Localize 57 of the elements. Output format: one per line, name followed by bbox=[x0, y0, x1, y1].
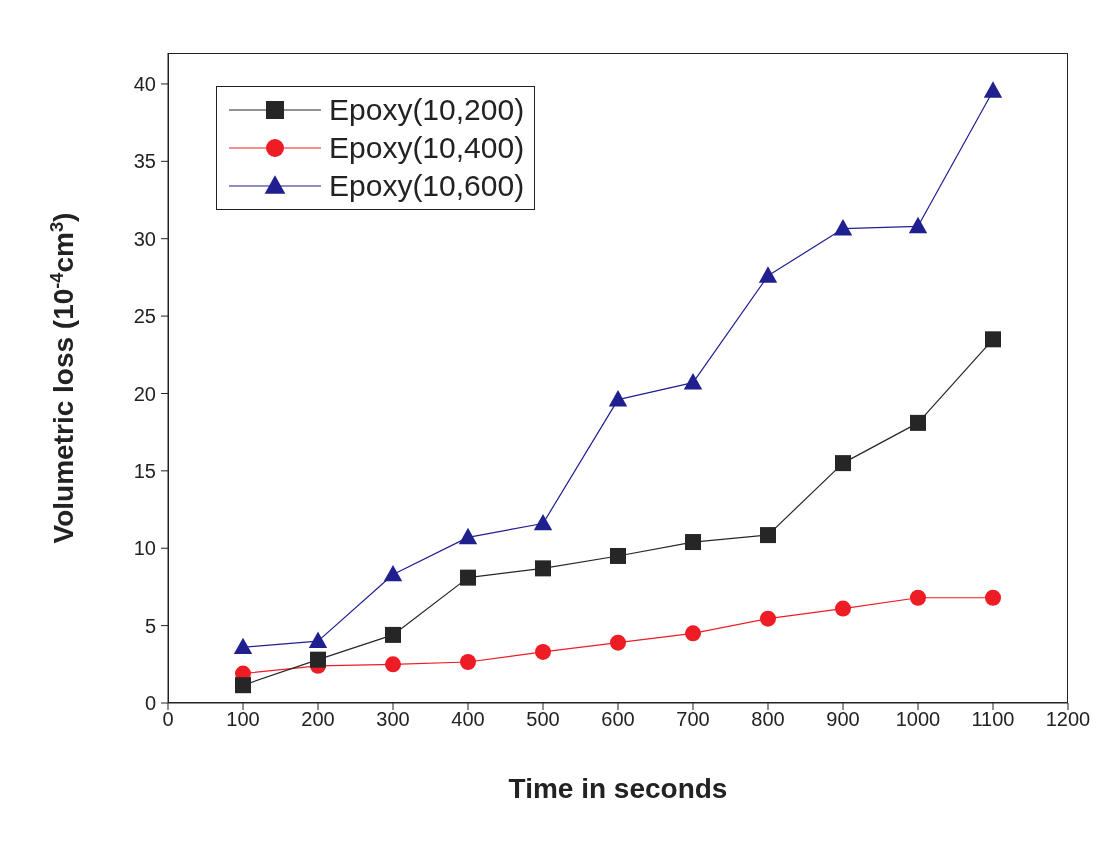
point bbox=[910, 414, 926, 431]
x-tick-label: 900 bbox=[826, 708, 860, 731]
x-tick-label: 600 bbox=[601, 708, 635, 731]
point bbox=[685, 534, 701, 551]
y-tick-label: 30 bbox=[133, 227, 156, 250]
point bbox=[308, 631, 328, 648]
y-tick-label: 15 bbox=[133, 459, 156, 482]
point bbox=[608, 390, 628, 407]
x-axis-title: Time in seconds bbox=[508, 773, 728, 804]
legend-label: Epoxy(10,400) bbox=[329, 130, 525, 166]
point bbox=[835, 455, 851, 472]
point bbox=[233, 637, 253, 655]
point bbox=[760, 610, 776, 627]
point bbox=[685, 625, 701, 642]
point bbox=[610, 547, 626, 564]
y-tick-label: 0 bbox=[144, 692, 156, 715]
point bbox=[535, 643, 551, 660]
y-tick-label: 20 bbox=[133, 382, 156, 405]
point bbox=[610, 634, 626, 651]
point bbox=[458, 527, 478, 545]
x-tick-label: 200 bbox=[301, 708, 335, 731]
legend-label: Epoxy(10,600) bbox=[329, 168, 525, 204]
x-tick-label: 300 bbox=[376, 708, 410, 731]
x-tick-label: 1100 bbox=[971, 708, 1015, 731]
legend-label: Epoxy(10,200) bbox=[329, 92, 525, 128]
y-tick-label: 25 bbox=[133, 305, 156, 328]
point bbox=[310, 651, 326, 668]
y-tick-label: 40 bbox=[133, 73, 156, 96]
point bbox=[533, 513, 553, 531]
point bbox=[985, 331, 1001, 348]
x-tick-label: 700 bbox=[676, 708, 710, 731]
point bbox=[535, 560, 551, 577]
point bbox=[760, 527, 776, 544]
y-tick-label: 10 bbox=[133, 537, 156, 560]
point bbox=[235, 677, 251, 694]
point bbox=[683, 373, 703, 390]
x-tick-label: 400 bbox=[451, 708, 485, 731]
point bbox=[983, 81, 1003, 98]
x-tick-label: 1000 bbox=[895, 708, 941, 731]
x-tick-label: 100 bbox=[226, 708, 260, 731]
point bbox=[460, 569, 476, 586]
point bbox=[385, 626, 401, 643]
point bbox=[835, 600, 851, 617]
x-tick-label: 500 bbox=[526, 708, 560, 731]
x-tick-label: 1200 bbox=[1045, 708, 1091, 731]
point bbox=[383, 564, 403, 582]
point bbox=[910, 589, 926, 606]
point bbox=[908, 216, 928, 234]
x-tick-label: 0 bbox=[162, 708, 174, 731]
point bbox=[833, 219, 853, 236]
x-tick-label: 800 bbox=[751, 708, 785, 731]
point bbox=[385, 656, 401, 673]
y-tick-label: 35 bbox=[133, 150, 156, 173]
y-tick-label: 5 bbox=[144, 614, 156, 637]
point bbox=[758, 266, 778, 283]
point bbox=[460, 653, 476, 670]
point bbox=[985, 589, 1001, 606]
